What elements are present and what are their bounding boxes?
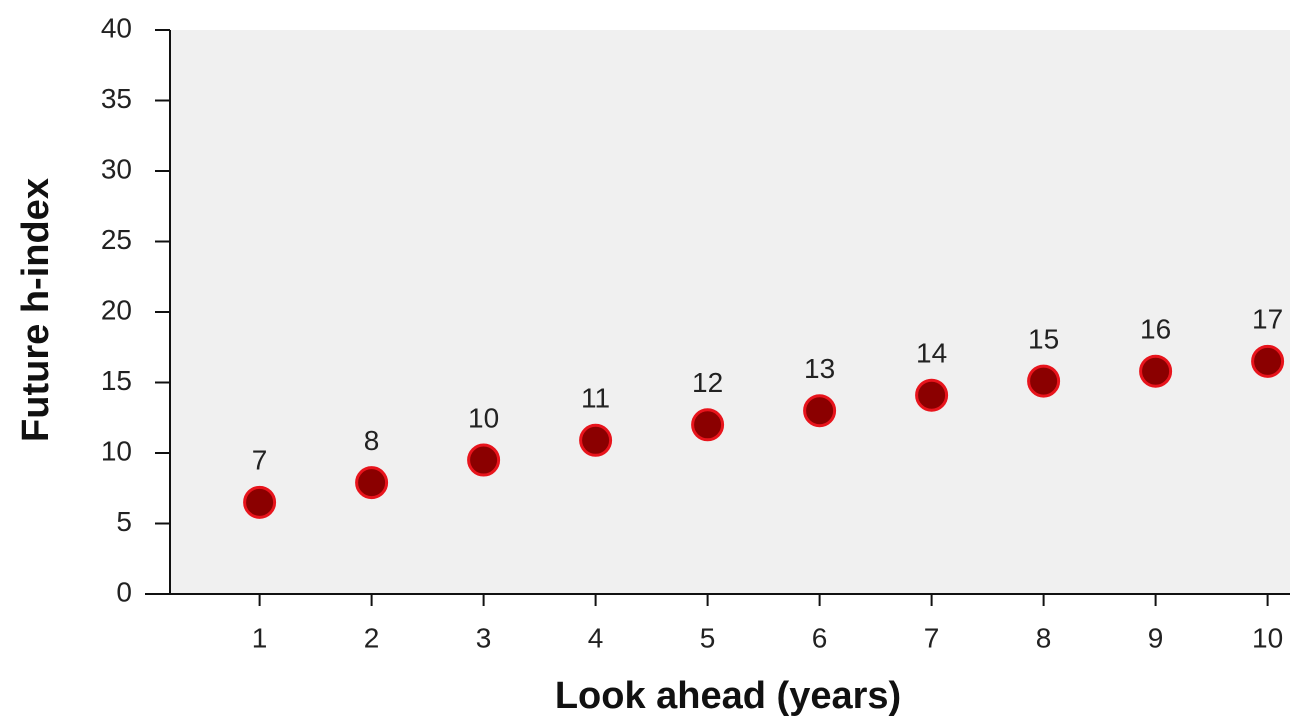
y-tick-label: 40 [101, 12, 132, 43]
point [803, 394, 837, 428]
y-tick-label: 10 [101, 435, 132, 466]
point [467, 443, 501, 477]
y-axis-title: Future h-index [15, 178, 57, 442]
data-label: 13 [804, 353, 835, 384]
point [243, 485, 277, 519]
x-tick-label: 9 [1148, 622, 1164, 653]
data-label: 14 [916, 338, 947, 369]
data-label: 11 [581, 383, 610, 414]
point [1251, 344, 1285, 378]
data-label: 17 [1252, 304, 1283, 335]
x-tick-label: 2 [364, 622, 380, 653]
data-label: 10 [468, 402, 499, 433]
point [691, 408, 725, 442]
plot-area [170, 30, 1290, 594]
data-label: 8 [364, 425, 380, 456]
x-tick-label: 7 [924, 622, 940, 653]
x-tick-label: 4 [588, 622, 604, 653]
y-tick-label: 15 [101, 365, 132, 396]
y-tick-label: 20 [101, 294, 132, 325]
data-label: 16 [1140, 314, 1171, 345]
data-label: 7 [252, 445, 268, 476]
point [915, 378, 949, 412]
x-tick-label: 10 [1252, 622, 1283, 653]
point [355, 466, 389, 500]
y-tick-label: 30 [101, 153, 132, 184]
y-tick-label: 0 [116, 576, 132, 607]
data-label: 15 [1028, 323, 1059, 354]
x-tick-label: 3 [476, 622, 492, 653]
y-tick-label: 35 [101, 83, 132, 114]
point [579, 423, 613, 457]
x-tick-label: 5 [700, 622, 716, 653]
y-tick-label: 5 [116, 506, 132, 537]
data-label: 12 [692, 367, 723, 398]
point [1027, 364, 1061, 398]
x-tick-label: 1 [252, 622, 268, 653]
y-tick-label: 25 [101, 224, 132, 255]
x-axis-title: Look ahead (years) [555, 675, 901, 717]
x-tick-label: 8 [1036, 622, 1052, 653]
point [1139, 354, 1173, 388]
x-tick-label: 6 [812, 622, 828, 653]
